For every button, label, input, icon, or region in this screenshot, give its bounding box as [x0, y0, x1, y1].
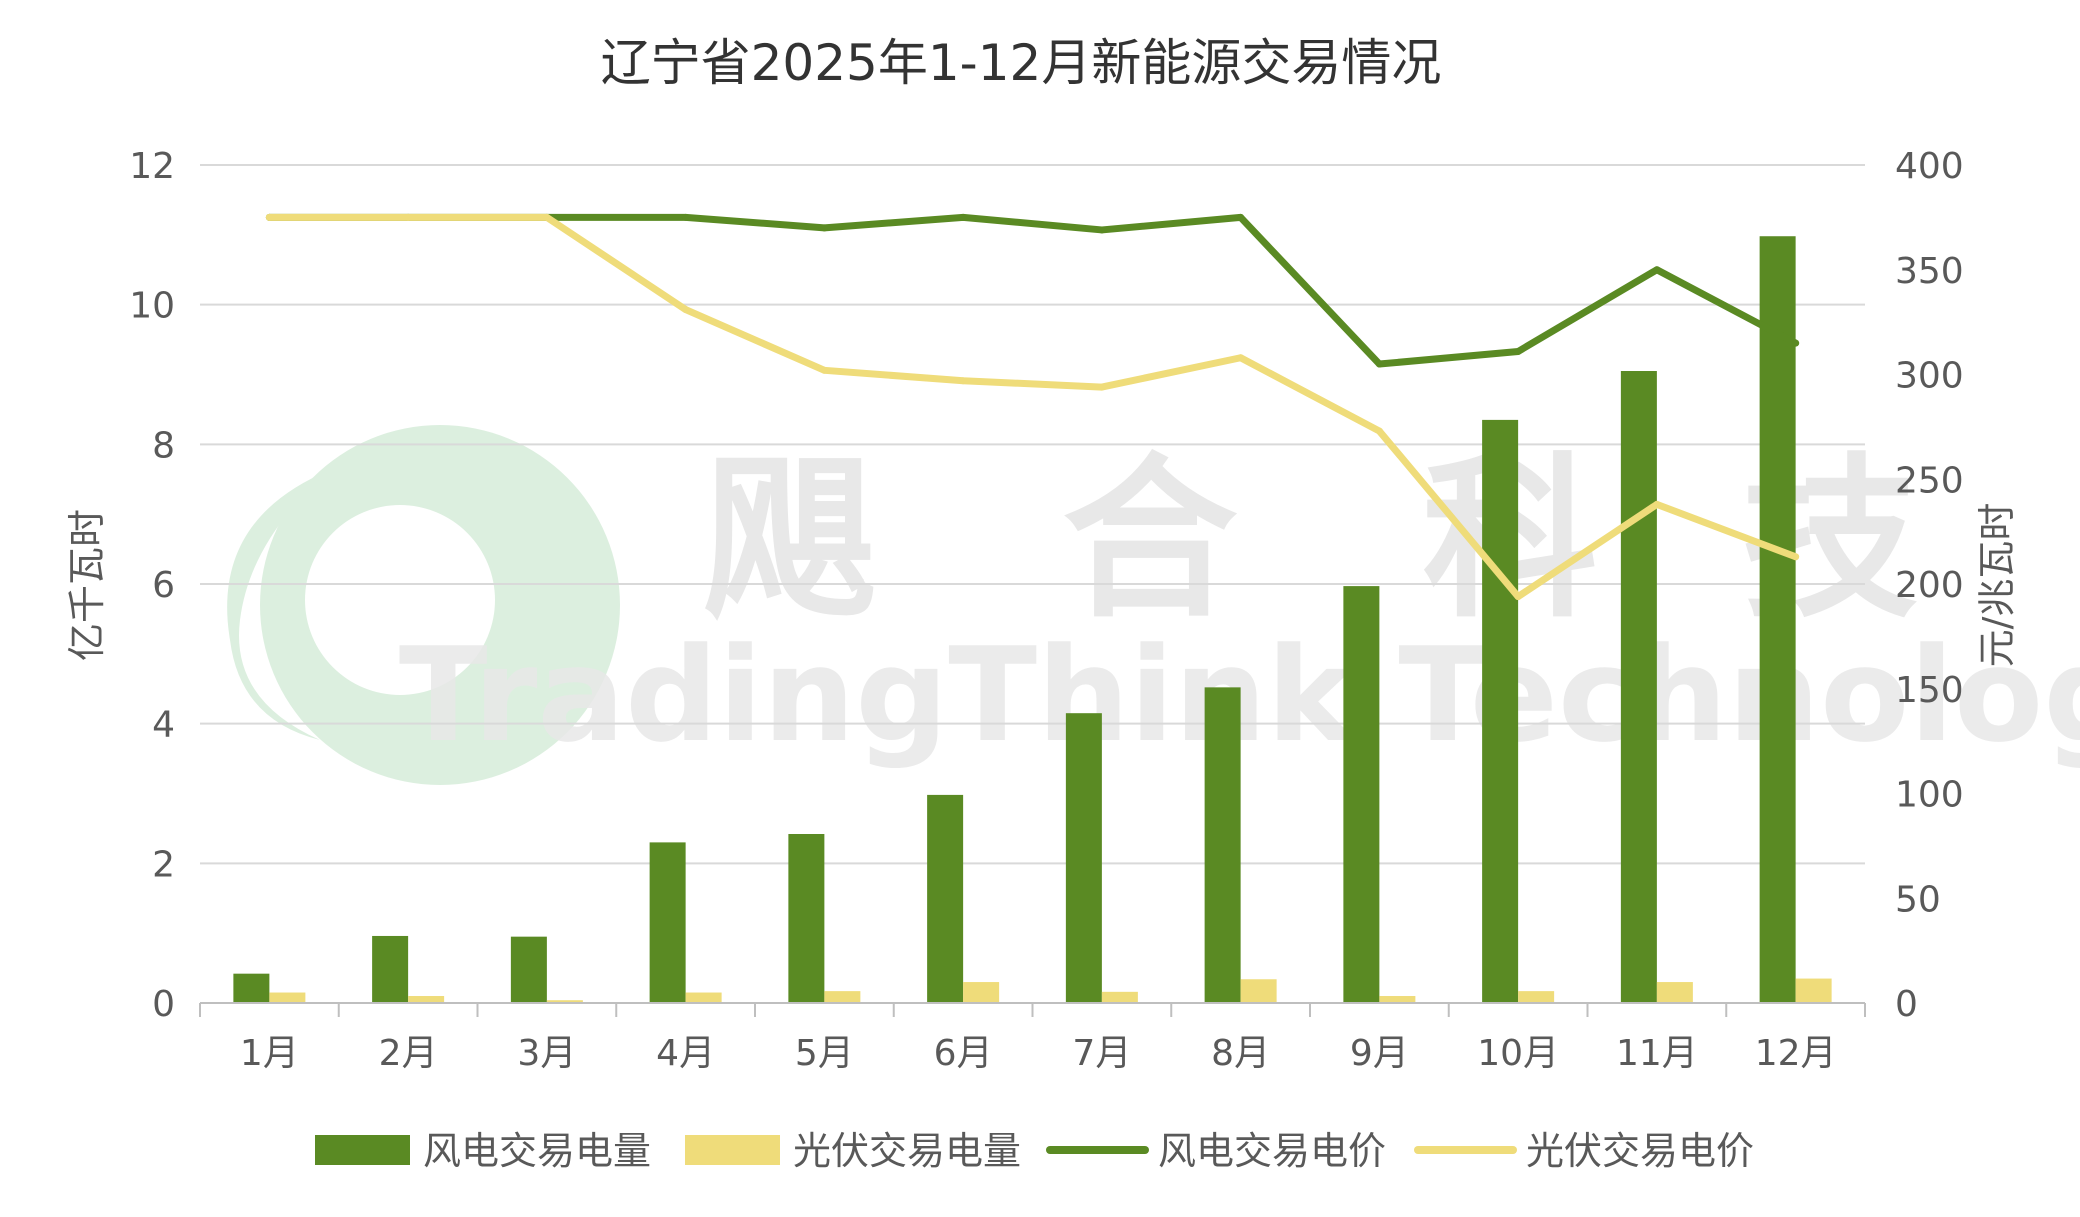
y2-tick-label: 300 [1895, 356, 1964, 397]
series-line [265, 213, 1800, 368]
bar [824, 991, 861, 1003]
line-point [1375, 360, 1383, 368]
x-tick-label: 1月 [240, 1033, 299, 1074]
y-tick-label: 10 [129, 286, 175, 327]
y2-tick-label: 0 [1895, 984, 1918, 1025]
y-tick-label: 8 [152, 425, 175, 466]
watermark: 飓合科技TradingThink Technology [227, 425, 2080, 785]
line-point [820, 224, 828, 232]
line-point [682, 306, 690, 314]
bar [1101, 991, 1138, 1003]
x-tick-label: 2月 [379, 1033, 438, 1074]
x-tick-label: 7月 [1072, 1033, 1131, 1074]
y-tick-label: 2 [152, 844, 175, 885]
legend-label: 光伏交易电价 [1526, 1129, 1754, 1173]
bar [546, 1000, 583, 1003]
lines [265, 213, 1800, 601]
bar [1518, 991, 1555, 1003]
bars [233, 236, 1832, 1004]
bar [1759, 236, 1796, 1004]
y2-axis-label: 元/兆瓦时 [1975, 503, 2019, 668]
y-tick-label: 12 [129, 146, 175, 187]
x-tick-label: 8月 [1211, 1033, 1270, 1074]
x-tick-label: 4月 [656, 1033, 715, 1074]
bar [1204, 687, 1241, 1003]
line-point [265, 213, 273, 221]
line-point [1098, 383, 1106, 391]
y2-tick-label: 400 [1895, 146, 1964, 187]
line-point [820, 366, 828, 374]
line-point [404, 213, 412, 221]
line-point [543, 213, 551, 221]
bar [408, 996, 445, 1003]
legend-swatch [685, 1135, 780, 1165]
legend: 风电交易电量 光伏交易电量 风电交易电价 光伏交易电价 [315, 1129, 1754, 1173]
x-tick-label: 11月 [1616, 1033, 1698, 1074]
line-point [1792, 339, 1800, 347]
y2-tick-label: 200 [1895, 565, 1964, 606]
y-tick-label: 4 [152, 705, 175, 746]
watermark-logo-swoosh [227, 470, 330, 740]
line-point [1098, 226, 1106, 234]
y2-tick-label: 350 [1895, 251, 1964, 292]
chart-title: 辽宁省2025年1-12月新能源交易情况 [601, 34, 1442, 92]
legend-swatch [315, 1135, 410, 1165]
watermark-char: 合 [1063, 439, 1238, 642]
bar [233, 973, 270, 1003]
bar [649, 842, 686, 1003]
bar [1482, 419, 1519, 1003]
bar [1620, 371, 1657, 1004]
bar [1379, 996, 1416, 1003]
y2-tick-label: 150 [1895, 670, 1964, 711]
legend-label: 风电交易电量 [423, 1129, 651, 1173]
y-tick-label: 6 [152, 565, 175, 606]
bar [1795, 978, 1832, 1003]
bar [510, 936, 547, 1003]
x-tick-label: 9月 [1350, 1033, 1409, 1074]
x-tick-label: 10月 [1477, 1033, 1559, 1074]
bar [685, 992, 722, 1003]
line-point [1514, 593, 1522, 601]
bar [1065, 713, 1102, 1003]
bar [372, 935, 409, 1003]
bar [927, 794, 964, 1003]
line-point [959, 377, 967, 385]
gridlines [200, 164, 1865, 865]
y-axis-label: 亿千瓦时 [65, 509, 109, 661]
line-point [1792, 553, 1800, 561]
line-point [1653, 500, 1661, 508]
x-tick-label: 12月 [1755, 1033, 1837, 1074]
line-point [682, 213, 690, 221]
line-point [1237, 354, 1245, 362]
watermark-logo-inner [305, 505, 495, 695]
x-tick-label: 5月 [795, 1033, 854, 1074]
legend-label: 光伏交易电量 [793, 1129, 1021, 1173]
bar [1343, 586, 1380, 1003]
x-tick-label: 3月 [517, 1033, 576, 1074]
bar [1240, 979, 1277, 1003]
line-point [959, 213, 967, 221]
y2-tick-label: 250 [1895, 460, 1964, 501]
legend-label: 风电交易电价 [1158, 1129, 1386, 1173]
y2-tick-label: 100 [1895, 775, 1964, 816]
axes: 0 2 4 6 8 10 12 0 50 100 150 200 250 300 350 400 1月 2月 3月 4… [129, 146, 1964, 1074]
line-point [1237, 213, 1245, 221]
watermark-char: 飓 [703, 439, 878, 642]
y-tick-label: 0 [152, 984, 175, 1025]
line-point [1375, 427, 1383, 435]
series-line [265, 213, 1800, 601]
y2-tick-label: 50 [1895, 879, 1941, 920]
line-point [1653, 266, 1661, 274]
bar [788, 834, 825, 1003]
bar [963, 982, 1000, 1003]
line-point [1514, 347, 1522, 355]
bar [269, 992, 306, 1003]
x-tick-label: 6月 [934, 1033, 993, 1074]
bar [1656, 982, 1693, 1003]
